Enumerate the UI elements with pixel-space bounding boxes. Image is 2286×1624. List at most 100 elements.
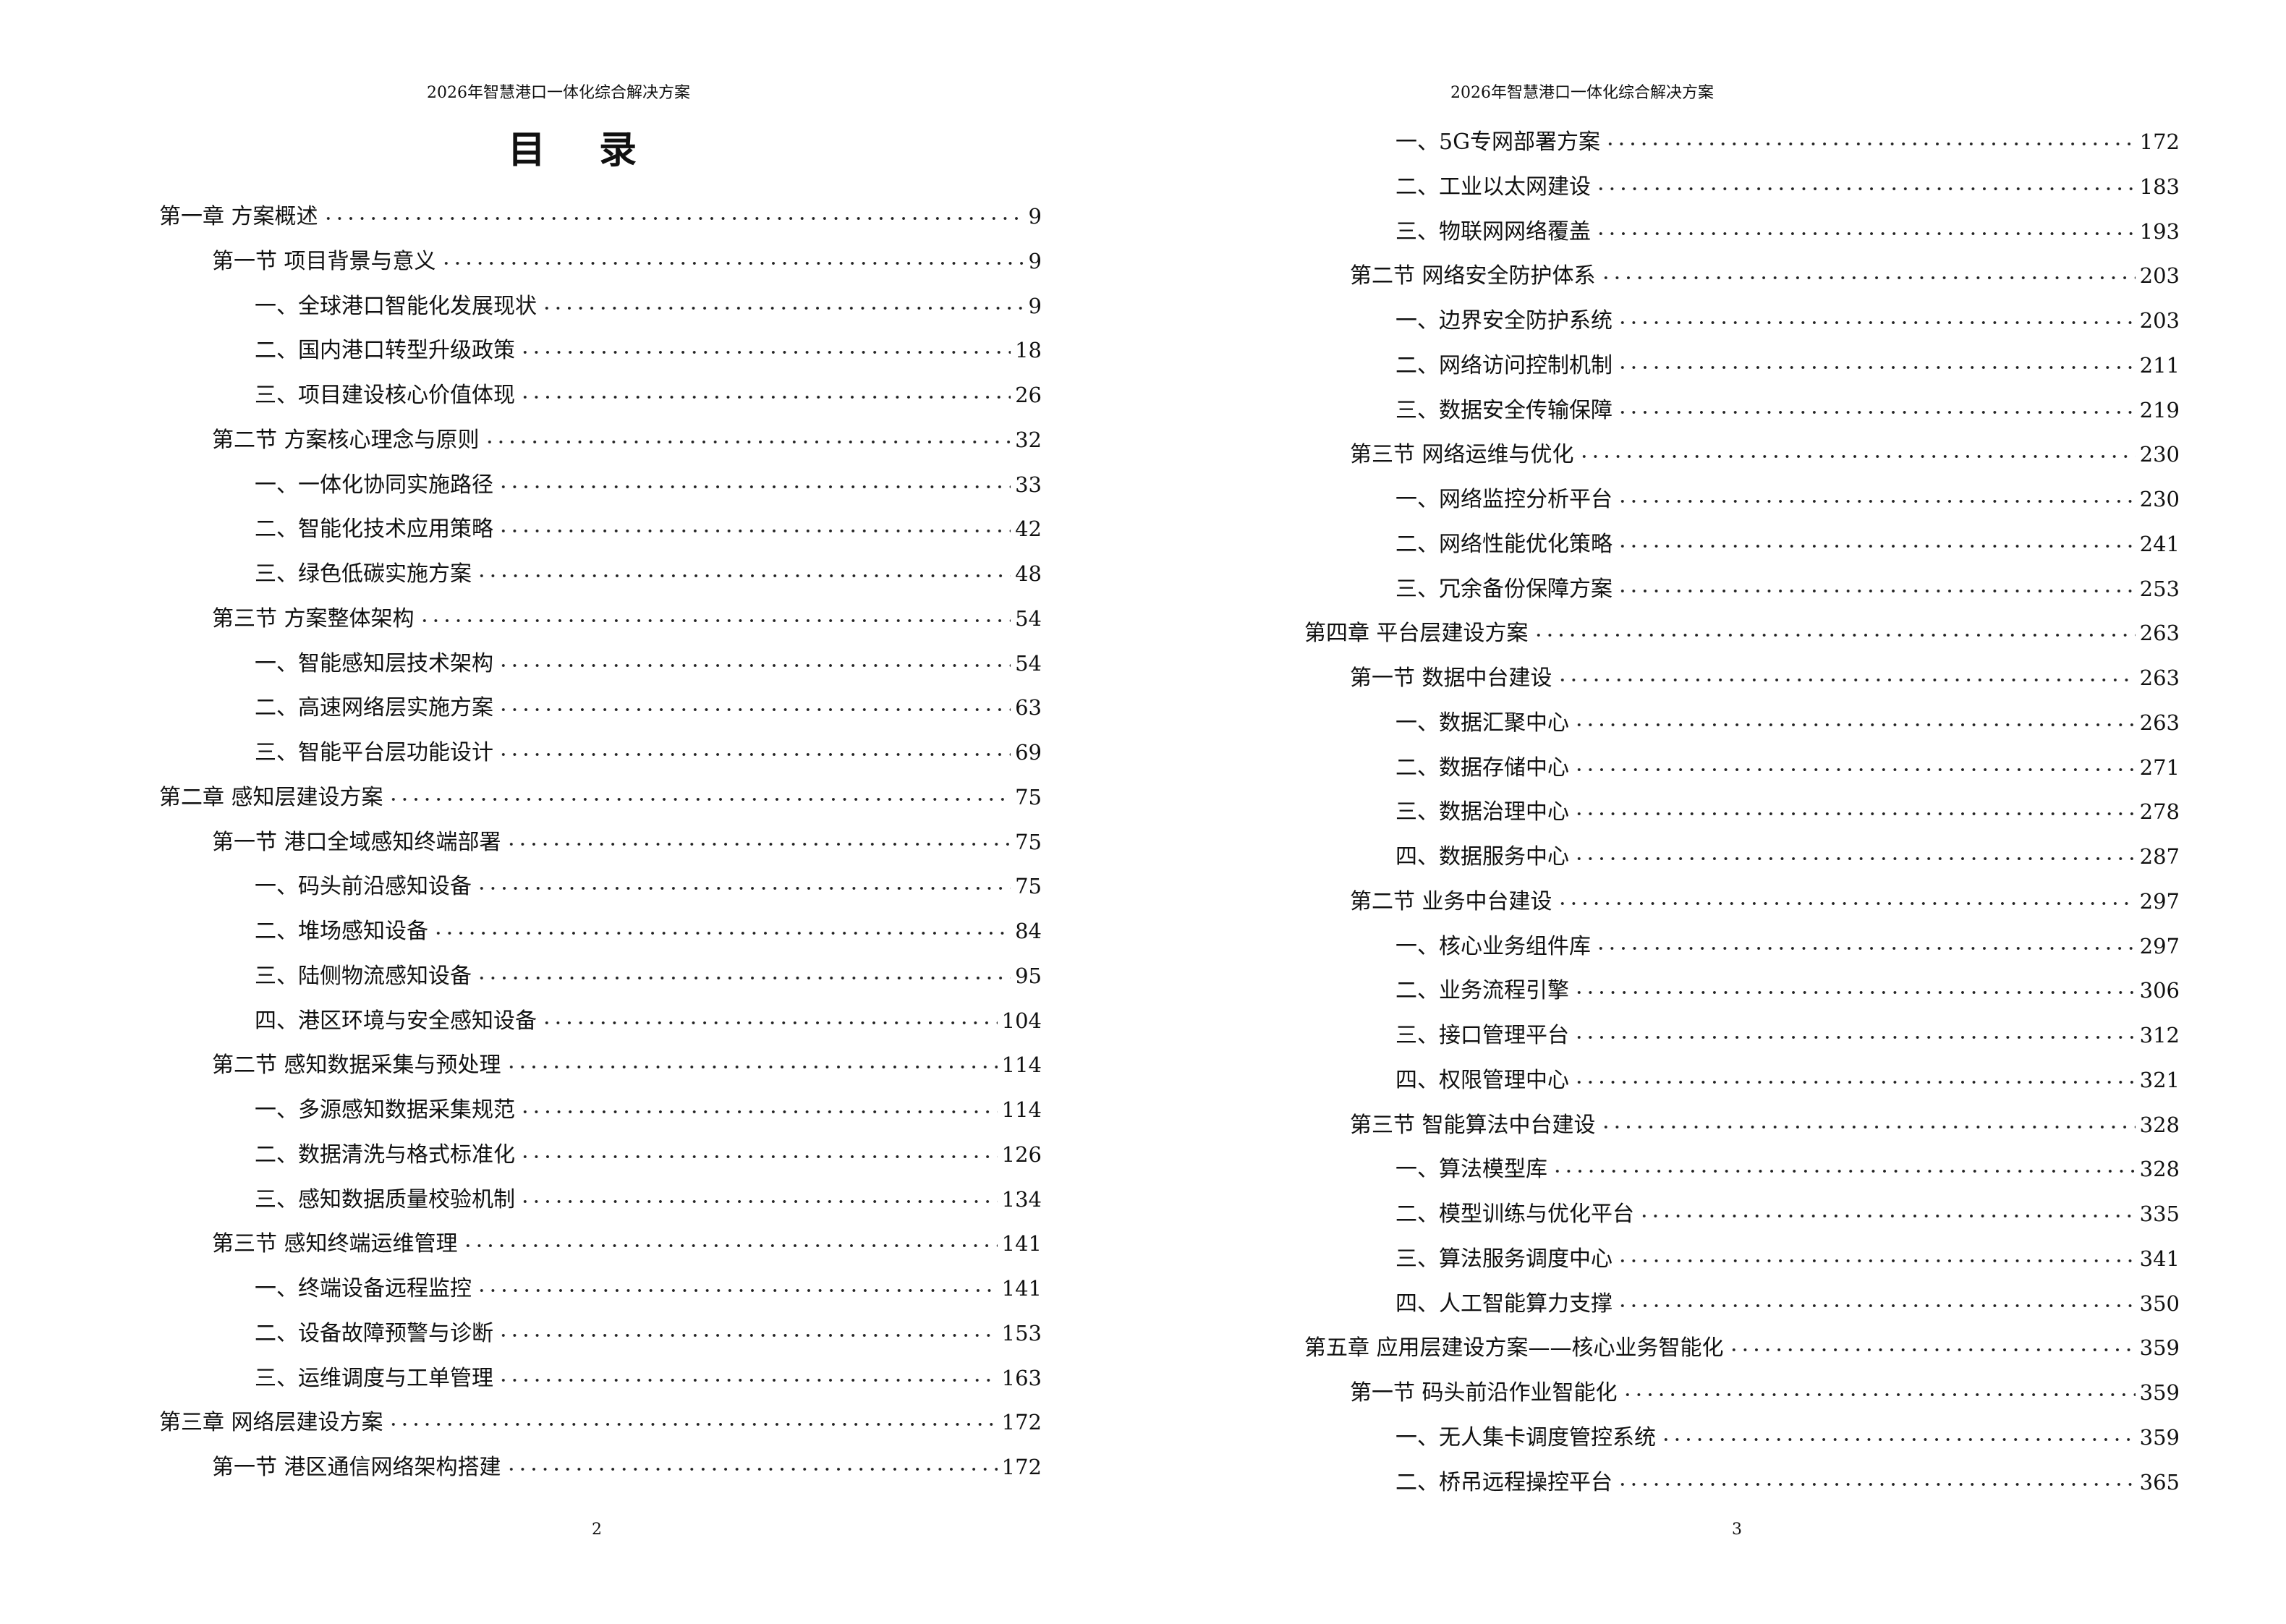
toc-entry-level-1[interactable]: 第一节 数据中台建设 263 [1350,653,2180,691]
toc-entry-page: 163 [1001,1365,1042,1390]
toc-entry-level-2[interactable]: 四、港区环境与安全感知设备 104 [255,995,1042,1034]
toc-entry-title: 第二节 业务中台建设 [1350,888,1552,914]
toc-entry-level-2[interactable]: 四、人工智能算力支撑 350 [1395,1278,2180,1317]
toc-entry-level-2[interactable]: 三、项目建设核心价值体现 26 [255,370,1042,408]
toc-entry-level-1[interactable]: 第二节 业务中台建设 297 [1350,876,2180,914]
toc-entry-level-0[interactable]: 第五章 应用层建设方案——核心业务智能化 359 [1304,1323,2180,1361]
toc-entry-level-1[interactable]: 第二节 感知数据采集与预处理 114 [212,1040,1042,1078]
toc-entry-title: 第三节 网络运维与优化 [1350,442,1574,468]
toc-entry-page: 271 [2139,754,2180,780]
toc-entry-page: 84 [1015,919,1042,943]
toc-entry-title: 一、码头前沿感知设备 [255,874,472,900]
dot-leader [498,728,1011,760]
toc-entry-page: 365 [2139,1469,2180,1495]
toc-entry-level-2[interactable]: 三、感知数据质量校验机制 134 [255,1174,1042,1212]
toc-entry-level-2[interactable]: 二、堆场感知设备 84 [255,906,1042,944]
toc-entry-level-2[interactable]: 一、网络监控分析平台 230 [1395,475,2180,512]
toc-entry-title: 三、项目建设核心价值体现 [255,383,515,408]
toc-entry-title: 三、绿色低碳实施方案 [255,561,472,587]
toc-entry-level-1[interactable]: 第三节 感知终端运维管理 141 [212,1219,1042,1257]
toc-entry-level-0[interactable]: 第三章 网络层建设方案 172 [159,1398,1042,1435]
toc-entry-page: 134 [1001,1186,1042,1212]
toc-entry-level-2[interactable]: 三、算法服务调度中心 341 [1395,1233,2180,1272]
toc-entry-level-1[interactable]: 第一节 项目背景与意义 9 [212,236,1042,274]
page-left: 2026年智慧港口一体化综合解决方案 目 录 第一章 方案概述 9 第一节 项目背景… [159,84,1042,1539]
toc-entry-level-0[interactable]: 第一章 方案概述 9 [159,192,1042,229]
toc-entry-level-2[interactable]: 三、数据治理中心 278 [1395,787,2180,825]
toc-entry-page: 359 [2139,1424,2180,1450]
toc-entry-title: 二、网络性能优化策略 [1395,531,1612,557]
toc-entry-level-2[interactable]: 一、终端设备远程监控 141 [255,1264,1042,1301]
toc-entry-level-2[interactable]: 二、桥吊远程操控平台 365 [1395,1457,2180,1495]
toc-entry-level-2[interactable]: 二、设备故障预警与诊断 153 [255,1308,1042,1346]
toc-entry-level-2[interactable]: 一、多源感知数据采集规范 114 [255,1085,1042,1123]
toc-entry-level-2[interactable]: 二、数据清洗与格式标准化 126 [255,1129,1042,1168]
toc-entry-level-2[interactable]: 二、数据存储中心 271 [1395,742,2180,781]
toc-entry-level-2[interactable]: 四、数据服务中心 287 [1395,832,2180,870]
toc-entry-title: 二、数据清洗与格式标准化 [255,1142,515,1168]
toc-entry-level-2[interactable]: 三、冗余备份保障方案 253 [1395,564,2180,602]
toc-entry-title: 一、核心业务组件库 [1395,933,1591,959]
toc-entry-level-2[interactable]: 二、国内港口转型升级政策 18 [255,326,1042,363]
toc-entry-level-2[interactable]: 三、智能平台层功能设计 69 [255,728,1042,765]
toc-entry-level-1[interactable]: 第二节 网络安全防护体系 203 [1350,251,2180,289]
toc-entry-level-2[interactable]: 二、网络访问控制机制 211 [1395,340,2180,378]
toc-entry-level-2[interactable]: 三、物联网网络覆盖 193 [1395,206,2180,245]
toc-entry-level-2[interactable]: 二、智能化技术应用策略 42 [255,504,1042,542]
toc-entry-level-2[interactable]: 二、高速网络层实施方案 63 [255,683,1042,720]
toc-entry-title: 二、设备故障预警与诊断 [255,1320,493,1346]
toc-entry-page: 75 [1015,829,1042,854]
toc-entry-level-1[interactable]: 第三节 方案整体架构 54 [212,593,1042,632]
dot-leader [1556,653,2136,685]
toc-entry-level-2[interactable]: 二、工业以太网建设 183 [1395,161,2180,200]
toc-entry-level-1[interactable]: 第三节 智能算法中台建设 328 [1350,1100,2180,1138]
toc-entry-title: 二、数据存储中心 [1395,754,1569,781]
toc-entry-level-1[interactable]: 第一节 港口全域感知终端部署 75 [212,817,1042,855]
toc-entry-level-2[interactable]: 一、5G专网部署方案 172 [1395,117,2180,155]
toc-entry-title: 第三节 智能算法中台建设 [1350,1112,1596,1138]
toc-entry-level-2[interactable]: 二、网络性能优化策略 241 [1395,519,2180,557]
toc-entry-level-2[interactable]: 一、边界安全防护系统 203 [1395,296,2180,333]
toc-entry-title: 一、终端设备远程监控 [255,1276,472,1301]
toc-entry-level-2[interactable]: 一、全球港口智能化发展现状 9 [255,281,1042,319]
toc-entry-page: 350 [2139,1291,2180,1316]
toc-entry-level-2[interactable]: 一、无人集卡调度管控系统 359 [1395,1412,2180,1450]
toc-entry-level-2[interactable]: 三、运维调度与工单管理 163 [255,1353,1042,1391]
toc-entry-level-2[interactable]: 三、接口管理平台 312 [1395,1011,2180,1048]
running-header: 2026年智慧港口一体化综合解决方案 [427,84,690,102]
toc-entry-level-2[interactable]: 二、业务流程引擎 306 [1395,966,2180,1003]
page-number: 3 [1732,1521,1742,1539]
dot-leader [498,683,1011,715]
toc-entry-level-2[interactable]: 一、数据汇聚中心 263 [1395,697,2180,736]
toc-entry-level-1[interactable]: 第三节 网络运维与优化 230 [1350,430,2180,467]
toc-entry-level-1[interactable]: 第一节 港区通信网络架构搭建 172 [212,1442,1042,1480]
toc-entry-page: 230 [2139,487,2180,511]
toc-entry-page: 104 [1001,1008,1042,1033]
dot-leader [1617,564,2136,596]
toc-entry-page: 126 [1001,1142,1042,1167]
toc-entry-page: 75 [1015,874,1042,899]
toc-entry-level-2[interactable]: 三、陆侧物流感知设备 95 [255,951,1042,989]
toc-entry-page: 203 [2139,308,2180,333]
toc-entry-level-0[interactable]: 第四章 平台层建设方案 263 [1304,608,2180,646]
toc-entry-title: 三、冗余备份保障方案 [1395,576,1612,602]
toc-entry-level-1[interactable]: 第一节 码头前沿作业智能化 359 [1350,1368,2180,1406]
toc-entry-page: 18 [1015,338,1042,363]
toc-entry-level-2[interactable]: 一、算法模型库 328 [1395,1144,2180,1182]
toc-entry-title: 三、物联网网络覆盖 [1395,218,1591,245]
toc-entry-level-1[interactable]: 第二节 方案核心理念与原则 32 [212,414,1042,453]
toc-entry-level-2[interactable]: 一、智能感知层技术架构 54 [255,638,1042,676]
toc-entry-level-0[interactable]: 第二章 感知层建设方案 75 [159,772,1042,810]
toc-entry-level-2[interactable]: 四、权限管理中心 321 [1395,1055,2180,1093]
toc-entry-title: 第二节 感知数据采集与预处理 [212,1053,501,1079]
toc-entry-level-2[interactable]: 一、码头前沿感知设备 75 [255,862,1042,899]
toc-entry-title: 四、数据服务中心 [1395,844,1569,870]
toc-entry-level-2[interactable]: 一、一体化协同实施路径 33 [255,459,1042,498]
page-right: 2026年智慧港口一体化综合解决方案 一、5G专网部署方案 172 二、工业以太网建… [1143,0,2286,1624]
toc-entry-level-2[interactable]: 三、绿色低碳实施方案 48 [255,549,1042,587]
toc-entry-page: 114 [1001,1097,1042,1122]
toc-entry-level-2[interactable]: 三、数据安全传输保障 219 [1395,385,2180,423]
toc-entry-level-2[interactable]: 二、模型训练与优化平台 335 [1395,1189,2180,1227]
toc-entry-level-2[interactable]: 一、核心业务组件库 297 [1395,921,2180,959]
toc-entry-title: 第一节 港口全域感知终端部署 [212,829,501,855]
